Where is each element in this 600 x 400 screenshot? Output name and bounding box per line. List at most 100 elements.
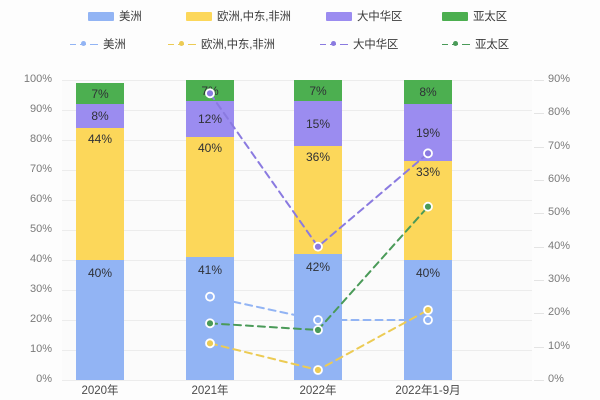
bar-value-label-3-3: 8% [419, 85, 437, 99]
left-tick-50: 50% [29, 223, 52, 235]
bar-value-label-1-1: 40% [197, 141, 223, 155]
left-tick-60: 60% [29, 193, 52, 205]
legend-bar-item-0[interactable]: 美洲 [88, 8, 142, 24]
legend-label-1: 欧洲,中东,非洲 [217, 11, 291, 23]
legend-label-0: 美洲 [119, 11, 142, 23]
right-tick-80: 80% [548, 106, 571, 119]
legend-label-1: 欧洲,中东,非洲 [201, 39, 275, 51]
bar-column-2[interactable]: 42% 36% 15% 7% [294, 80, 342, 380]
legend-swatch-solid-2 [326, 11, 352, 21]
left-tick-90: 90% [29, 103, 52, 115]
left-tick-20: 20% [29, 313, 52, 325]
right-tick-30: 30% [548, 273, 571, 285]
legend-label-2: 大中华区 [357, 11, 403, 23]
right-tick-10: 10% [548, 339, 571, 352]
bar-value-label-0-3: 7% [91, 86, 109, 101]
category-label-3: 2022年1-9月 [395, 385, 461, 397]
left-tick-70: 70% [29, 163, 52, 175]
legend-swatch-solid-0 [88, 11, 114, 21]
bar-value-label-3-1: 33% [415, 165, 441, 179]
right-tick-70: 70% [548, 139, 571, 152]
bar-value-label-1-2: 12% [197, 112, 223, 126]
right-tick-stub-60 [534, 180, 544, 181]
bar-value-label-1-0: 41% [197, 263, 223, 277]
right-tick-50: 50% [548, 206, 571, 219]
bar-segment-2-0[interactable]: 42% [294, 254, 342, 380]
bar-value-label-3-0: 40% [415, 266, 441, 280]
legend-swatch-dashed-3 [442, 40, 470, 49]
right-tick-stub-20 [534, 313, 544, 315]
bar-segment-0-1[interactable]: 44% [76, 128, 124, 260]
bar-value-label-2-3: 7% [309, 83, 327, 98]
category-label-2: 2022年 [299, 385, 337, 397]
bar-segment-3-0[interactable]: 40% [404, 260, 452, 380]
bar-value-label-0-1: 44% [87, 132, 113, 146]
bar-segment-1-0[interactable]: 41% [186, 257, 234, 380]
bar-segment-2-1[interactable]: 36% [294, 146, 342, 254]
bar-segment-3-3[interactable]: 8% [404, 80, 452, 104]
right-tick-stub-10 [534, 346, 544, 348]
right-tick-stub-70 [534, 146, 544, 148]
bar-column-1[interactable]: 41% 40% 12% 7% [186, 80, 234, 380]
bar-column-0[interactable]: 40% 44% 8% 7% [76, 80, 124, 380]
right-tick-20: 20% [548, 306, 571, 319]
bar-value-label-2-0: 42% [305, 260, 331, 274]
legend-line-item-3[interactable]: 亚太区 [442, 36, 509, 52]
legend-line-item-0[interactable]: 美洲 [70, 36, 126, 52]
bar-segment-1-3[interactable]: 7% [186, 80, 234, 101]
right-tick-stub-50 [534, 213, 544, 215]
left-tick-40: 40% [29, 253, 52, 265]
bar-segment-0-2[interactable]: 8% [76, 104, 124, 128]
right-tick-stub-90 [534, 80, 544, 81]
bar-value-label-1-3: 7% [201, 83, 219, 98]
bar-segment-0-0[interactable]: 40% [76, 260, 124, 380]
bar-value-label-2-2: 15% [305, 116, 331, 131]
bar-segment-0-3[interactable]: 7% [76, 83, 124, 104]
legend-swatch-solid-3 [442, 11, 468, 21]
bar-value-label-2-1: 36% [305, 150, 331, 164]
legend-row-bars: 美洲 欧洲,中东,非洲 大中华区 亚太区 [0, 4, 600, 30]
legend-label-0: 美洲 [103, 39, 126, 51]
right-tick-stub-40 [534, 246, 544, 248]
legend-swatch-solid-1 [186, 11, 212, 21]
legend-line-item-1[interactable]: 欧洲,中东,非洲 [168, 36, 275, 52]
left-tick-80: 80% [29, 133, 52, 145]
bar-segment-3-1[interactable]: 33% [404, 161, 452, 260]
bar-value-label-3-2: 19% [415, 125, 441, 140]
legend-bar-item-2[interactable]: 大中华区 [326, 8, 402, 24]
right-tick-90: 90% [548, 73, 571, 85]
right-tick-0: 0% [548, 373, 564, 385]
left-tick-100: 100% [23, 73, 52, 85]
right-tick-stub-80 [534, 113, 544, 115]
bar-segment-1-2[interactable]: 12% [186, 101, 234, 137]
bar-segment-1-1[interactable]: 40% [186, 137, 234, 257]
bar-segment-2-3[interactable]: 7% [294, 80, 342, 101]
legend-line-item-2[interactable]: 大中华区 [320, 36, 398, 52]
legend-bar-item-1[interactable]: 欧洲,中东,非洲 [186, 8, 291, 24]
legend-swatch-dashed-1 [168, 40, 196, 49]
legend-swatch-dashed-0 [70, 40, 98, 49]
bars-layer: 40% 44% 8% 7% 41% 40% 12% 7% 42% 36% 15% 7% 40% 33% 19… [62, 80, 532, 380]
right-tick-stub-0 [534, 380, 544, 381]
chart-legend: 美洲 欧洲,中东,非洲 大中华区 亚太区 美洲 欧洲,中东,非洲 大中华区 亚太区 [0, 0, 600, 62]
legend-label-3: 亚太区 [475, 39, 509, 51]
left-tick-10: 10% [29, 343, 52, 355]
right-tick-40: 40% [548, 239, 571, 252]
bar-value-label-0-2: 8% [91, 109, 109, 123]
gridline-0 [62, 380, 532, 381]
legend-swatch-dashed-2 [320, 40, 348, 49]
legend-label-3: 亚太区 [473, 11, 507, 23]
left-tick-30: 30% [29, 283, 52, 295]
right-tick-60: 60% [548, 173, 571, 185]
bar-value-label-0-0: 40% [87, 266, 113, 280]
plot-area: 40% 44% 8% 7% 41% 40% 12% 7% 42% 36% 15% 7% 40% 33% 19… [62, 80, 532, 397]
legend-bar-item-3[interactable]: 亚太区 [442, 8, 507, 24]
category-label-1: 2021年 [191, 385, 229, 397]
bar-column-3[interactable]: 40% 33% 19% 8% [404, 80, 452, 380]
category-label-0: 2020年 [81, 385, 119, 397]
bar-segment-2-2[interactable]: 15% [294, 101, 342, 146]
right-tick-stub-30 [534, 280, 544, 281]
legend-row-lines: 美洲 欧洲,中东,非洲 大中华区 亚太区 [0, 32, 600, 58]
bar-segment-3-2[interactable]: 19% [404, 104, 452, 161]
